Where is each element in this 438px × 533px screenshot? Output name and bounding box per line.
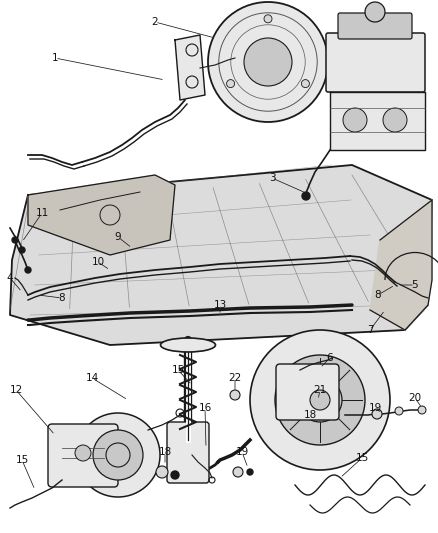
Circle shape — [156, 466, 168, 478]
FancyBboxPatch shape — [326, 33, 425, 92]
Circle shape — [208, 2, 328, 122]
Text: 19: 19 — [235, 447, 249, 457]
Circle shape — [250, 330, 390, 470]
Circle shape — [343, 108, 367, 132]
Text: 2: 2 — [152, 17, 158, 27]
Circle shape — [302, 192, 310, 200]
Text: 7: 7 — [367, 325, 373, 335]
Circle shape — [264, 15, 272, 23]
Circle shape — [247, 469, 253, 475]
Text: 15: 15 — [15, 455, 28, 465]
Polygon shape — [370, 200, 432, 330]
Circle shape — [418, 406, 426, 414]
Circle shape — [226, 79, 235, 87]
Circle shape — [19, 247, 25, 253]
Text: 12: 12 — [9, 385, 23, 395]
Circle shape — [244, 38, 292, 86]
FancyBboxPatch shape — [167, 422, 209, 483]
Polygon shape — [28, 175, 175, 255]
Text: 10: 10 — [92, 257, 105, 267]
Circle shape — [383, 108, 407, 132]
Text: 16: 16 — [198, 403, 212, 413]
Circle shape — [25, 267, 31, 273]
Text: 6: 6 — [327, 353, 333, 363]
Circle shape — [230, 390, 240, 400]
Polygon shape — [175, 35, 205, 100]
Text: 8: 8 — [59, 293, 65, 303]
Text: 22: 22 — [228, 373, 242, 383]
Circle shape — [395, 407, 403, 415]
Text: 9: 9 — [115, 232, 121, 242]
Text: 19: 19 — [368, 403, 381, 413]
Circle shape — [12, 237, 18, 243]
FancyBboxPatch shape — [338, 13, 412, 39]
Text: 5: 5 — [412, 280, 418, 290]
Text: 15: 15 — [171, 365, 185, 375]
Circle shape — [75, 445, 91, 461]
FancyBboxPatch shape — [276, 364, 339, 420]
Ellipse shape — [160, 338, 215, 352]
Text: 15: 15 — [355, 453, 369, 463]
Circle shape — [365, 2, 385, 22]
Text: 1: 1 — [52, 53, 58, 63]
Circle shape — [233, 467, 243, 477]
Text: 20: 20 — [409, 393, 421, 403]
Circle shape — [372, 409, 382, 419]
Circle shape — [171, 471, 179, 479]
Text: 18: 18 — [159, 447, 172, 457]
Circle shape — [93, 430, 143, 480]
Text: 14: 14 — [85, 373, 99, 383]
Circle shape — [301, 79, 309, 87]
FancyBboxPatch shape — [48, 424, 118, 487]
Text: 21: 21 — [313, 385, 327, 395]
Polygon shape — [10, 165, 432, 345]
Circle shape — [310, 390, 330, 410]
Circle shape — [76, 413, 160, 497]
Polygon shape — [330, 92, 425, 150]
Text: 8: 8 — [374, 290, 381, 300]
Text: 18: 18 — [304, 410, 317, 420]
Circle shape — [275, 355, 365, 445]
Text: 11: 11 — [35, 208, 49, 218]
Text: 13: 13 — [213, 300, 226, 310]
Text: 3: 3 — [268, 173, 276, 183]
Text: 4: 4 — [7, 273, 13, 283]
